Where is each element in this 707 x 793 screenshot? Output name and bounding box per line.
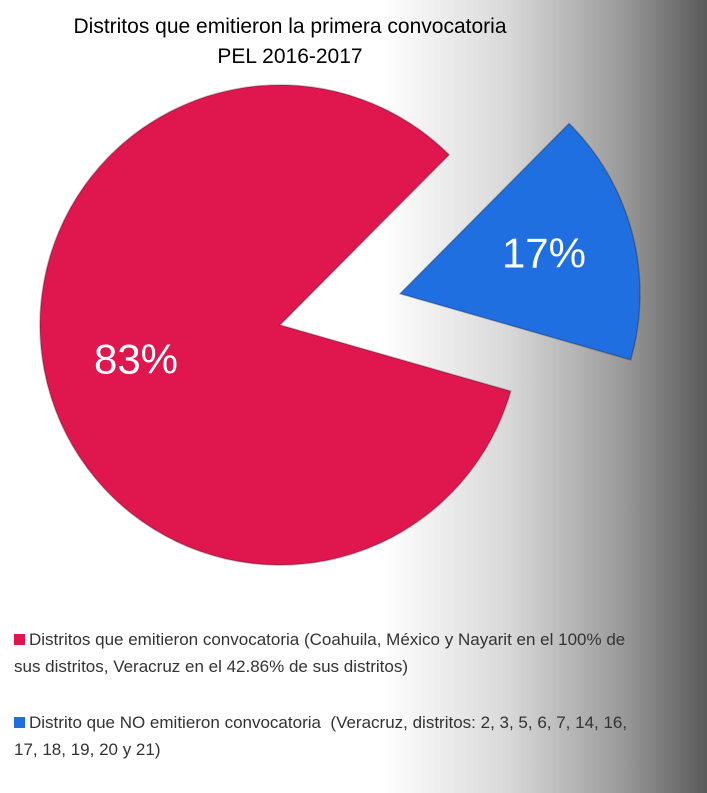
legend-entry: Distrito que NO emitieron convocatoria (… [14, 709, 654, 763]
legend-swatch [14, 717, 25, 728]
chart-subtitle: PEL 2016-2017 [217, 45, 362, 68]
legend-label: Distritos que emitieron convocatoria (Co… [14, 630, 630, 676]
chart-title: Distritos que emitieron la primera convo… [73, 15, 506, 38]
pie-slice [39, 84, 512, 566]
legend-entry: Distritos que emitieron convocatoria (Co… [14, 626, 654, 680]
legend-label: Distrito que NO emitieron convocatoria (… [14, 713, 632, 759]
data-label: 83% [94, 336, 178, 383]
chart: Distritos que emitieron la primera convo… [39, 15, 641, 566]
data-label: 17% [502, 229, 586, 276]
pie-slice [398, 122, 641, 361]
legend-swatch [14, 634, 25, 645]
